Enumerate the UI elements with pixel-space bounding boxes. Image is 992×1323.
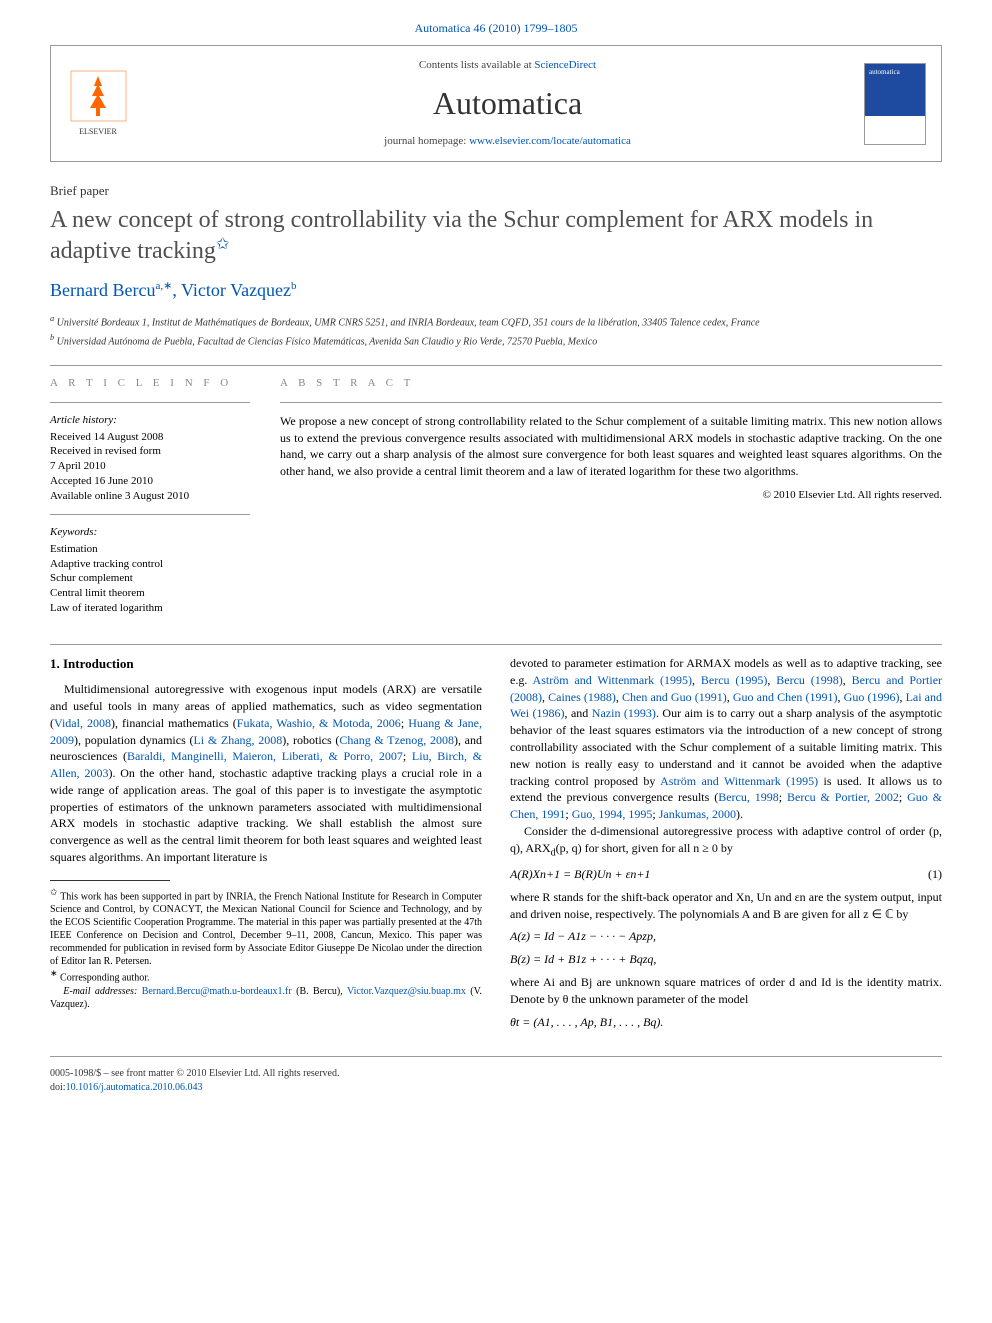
info-heading: A R T I C L E I N F O (50, 376, 250, 391)
affiliation-a: a Université Bordeaux 1, Institut de Mat… (50, 313, 942, 330)
equation: B(z) = Id + B1z + · · · + Bqzq, (510, 951, 942, 968)
authors: Bernard Bercua,∗, Victor Vazquezb (50, 278, 942, 303)
equation-number: (1) (928, 866, 942, 883)
contents-prefix: Contents lists available at (419, 59, 534, 71)
accepted-date: Accepted 16 June 2010 (50, 474, 250, 489)
author-sep: , (172, 280, 181, 300)
citation-link[interactable]: Guo (1996) (844, 690, 900, 704)
masthead-center: Contents lists available at ScienceDirec… (151, 58, 864, 150)
paper-title: A new concept of strong controllability … (50, 205, 942, 266)
footnote-corresponding: ∗ Corresponding author. (50, 968, 482, 984)
keywords: Keywords: Estimation Adaptive tracking c… (50, 525, 250, 616)
citation-link[interactable]: Caines (1988) (548, 690, 616, 704)
citation-link[interactable]: Bercu (1995) (701, 673, 768, 687)
revised-label: Received in revised form (50, 444, 250, 459)
citation-link[interactable]: Jankumas, 2000 (659, 807, 736, 821)
citation-link[interactable]: Guo and Chen (1991) (733, 690, 838, 704)
citation-link[interactable]: Li & Zhang, 2008 (193, 733, 282, 747)
contents-line: Contents lists available at ScienceDirec… (151, 58, 864, 73)
equation-math: B(z) = Id + B1z + · · · + Bqzq, (510, 951, 656, 968)
journal-name: Automatica (151, 81, 864, 126)
paragraph: Consider the d-dimensional autoregressiv… (510, 823, 942, 860)
divider (50, 644, 942, 645)
paper-type: Brief paper (50, 182, 942, 200)
email-link[interactable]: Bernard.Bercu@math.u-bordeaux1.fr (142, 986, 292, 997)
abstract-heading: A B S T R A C T (280, 376, 942, 391)
keyword: Central limit theorem (50, 586, 250, 601)
paragraph: devoted to parameter estimation for ARMA… (510, 655, 942, 823)
citation-link[interactable]: Bercu & Portier, 2002 (787, 790, 899, 804)
equation: A(z) = Id − A1z − · · · − Apzp, (510, 928, 942, 945)
affiliation-b: b Universidad Autónoma de Puebla, Facult… (50, 332, 942, 349)
equation: A(R)Xn+1 = B(R)Un + εn+1 (1) (510, 866, 942, 883)
homepage-link[interactable]: www.elsevier.com/locate/automatica (469, 135, 631, 147)
keyword: Adaptive tracking control (50, 557, 250, 572)
abstract: A B S T R A C T We propose a new concept… (280, 376, 942, 626)
citation-link[interactable]: Chen and Guo (1991) (622, 690, 727, 704)
running-header: Automatica 46 (2010) 1799–1805 (0, 0, 992, 45)
article-history: Article history: Received 14 August 2008… (50, 413, 250, 504)
keyword: Schur complement (50, 571, 250, 586)
equation-math: A(R)Xn+1 = B(R)Un + εn+1 (510, 866, 650, 883)
title-footnote-star: ✩ (216, 236, 229, 253)
title-text: A new concept of strong controllability … (50, 207, 873, 264)
author-1[interactable]: Bernard Bercu (50, 280, 155, 300)
equation-math: A(z) = Id − A1z − · · · − Apzp, (510, 928, 656, 945)
equation-math: θt = (A1, . . . , Ap, B1, . . . , Bq). (510, 1014, 663, 1031)
footnotes: ✩ This work has been supported in part b… (50, 887, 482, 1011)
citation-link[interactable]: Bercu, 1998 (718, 790, 779, 804)
body-text: 1. Introduction Multidimensional autoreg… (50, 655, 942, 1037)
author-2-affil: b (291, 280, 297, 292)
author-2[interactable]: Victor Vazquez (181, 280, 291, 300)
divider (50, 514, 250, 515)
keyword: Estimation (50, 542, 250, 557)
citation-link[interactable]: Bercu (1998) (776, 673, 843, 687)
received-date: Received 14 August 2008 (50, 430, 250, 445)
equation: θt = (A1, . . . , Ap, B1, . . . , Bq). (510, 1014, 942, 1031)
citation-link[interactable]: Chang & Tzenog, 2008 (339, 733, 454, 747)
divider (50, 402, 250, 403)
paragraph: where Ai and Bj are unknown square matri… (510, 974, 942, 1008)
divider (50, 1056, 942, 1057)
masthead: ELSEVIER Contents lists available at Sci… (50, 45, 942, 163)
paragraph: where R stands for the shift-back operat… (510, 889, 942, 923)
keyword: Law of iterated logarithm (50, 601, 250, 616)
affiliations: a Université Bordeaux 1, Institut de Mat… (50, 313, 942, 350)
history-label: Article history: (50, 413, 250, 428)
online-date: Available online 3 August 2010 (50, 489, 250, 504)
page-footer: 0005-1098/$ – see front matter © 2010 El… (0, 1036, 992, 1115)
paragraph: Multidimensional autoregressive with exo… (50, 681, 482, 866)
elsevier-logo: ELSEVIER (66, 66, 131, 141)
elsevier-text: ELSEVIER (79, 127, 117, 136)
section-heading: 1. Introduction (50, 655, 482, 673)
homepage-prefix: journal homepage: (384, 135, 469, 147)
author-1-affil: a,∗ (155, 280, 172, 292)
sciencedirect-link[interactable]: ScienceDirect (534, 59, 596, 71)
copyright-line: 0005-1098/$ – see front matter © 2010 El… (50, 1067, 942, 1081)
footnote-separator (50, 880, 170, 881)
doi-line: doi:10.1016/j.automatica.2010.06.043 (50, 1081, 942, 1095)
citation-text: Automatica 46 (2010) 1799–1805 (415, 21, 578, 35)
homepage-line: journal homepage: www.elsevier.com/locat… (151, 134, 864, 149)
journal-cover-thumbnail (864, 63, 926, 145)
citation-link[interactable]: Fukata, Washio, & Motoda, 2006 (237, 716, 401, 730)
citation-link[interactable]: Aström and Wittenmark (1995) (533, 673, 693, 687)
revised-date: 7 April 2010 (50, 459, 250, 474)
footnote-emails: E-mail addresses: Bernard.Bercu@math.u-b… (50, 985, 482, 1011)
divider (280, 402, 942, 403)
abstract-text: We propose a new concept of strong contr… (280, 413, 942, 480)
footnote-funding: ✩ This work has been supported in part b… (50, 887, 482, 968)
citation-link[interactable]: Nazin (1993) (592, 706, 656, 720)
abstract-copyright: © 2010 Elsevier Ltd. All rights reserved… (280, 488, 942, 503)
keywords-label: Keywords: (50, 525, 250, 540)
doi-link[interactable]: 10.1016/j.automatica.2010.06.043 (66, 1082, 203, 1093)
article-info-sidebar: A R T I C L E I N F O Article history: R… (50, 376, 250, 626)
citation-link[interactable]: Baraldi, Manginelli, Maieron, Liberati, … (127, 749, 403, 763)
citation-link[interactable]: Aström and Wittenmark (1995) (660, 774, 818, 788)
email-link[interactable]: Victor.Vazquez@siu.buap.mx (347, 986, 466, 997)
divider (50, 365, 942, 366)
citation-link[interactable]: Guo, 1994, 1995 (572, 807, 653, 821)
citation-link[interactable]: Vidal, 2008 (54, 716, 111, 730)
